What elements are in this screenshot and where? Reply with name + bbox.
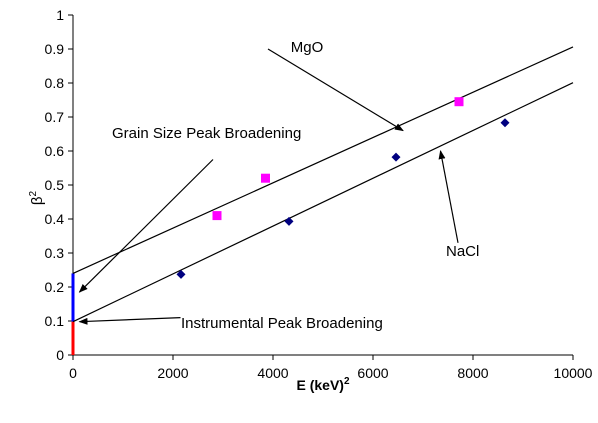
x-tick-label: 10000: [554, 365, 593, 381]
annotation-arrow-grain: [78, 159, 214, 293]
fit-line-mgo: [72, 46, 574, 274]
annotations: MgO NaCl Grain Size Peak Broadening Inst…: [78, 39, 479, 332]
x-tick-label: 0: [69, 365, 77, 381]
annotation-arrow-instrumental: [78, 317, 181, 325]
fit-lines: [72, 46, 574, 323]
annotation-arrow-mgo: [267, 48, 404, 132]
annotation-grain-size-label: Grain Size Peak Broadening: [112, 125, 301, 142]
x-tick-label: 6000: [357, 365, 388, 381]
y-tick-label: 0.8: [45, 75, 65, 91]
y-tick-label: 0.2: [45, 279, 65, 295]
axes: 0 0.1 0.2 0.3 0.4 0.5 0.6 0.7 0.8 0.9 1 0 2000 4000 6…: [45, 7, 593, 381]
y-tick-label: 0.6: [45, 143, 65, 159]
point-nacl: [284, 216, 294, 226]
data-points: [176, 97, 510, 279]
annotation-mgo-label: MgO: [291, 39, 324, 56]
y-tick-label: 0.7: [45, 109, 65, 125]
y-ticks: 0 0.1 0.2 0.3 0.4 0.5 0.6 0.7 0.8 0.9 1: [45, 7, 73, 363]
fit-line-nacl: [72, 82, 574, 323]
point-nacl: [391, 152, 401, 162]
x-axis-title: E (keV)2: [296, 376, 349, 393]
point-nacl: [176, 269, 186, 279]
y-tick-label: 0.9: [45, 41, 65, 57]
y-tick-label: 0.1: [45, 313, 65, 329]
x-tick-label: 2000: [157, 365, 188, 381]
annotation-arrows: [78, 48, 459, 325]
x-tick-label: 4000: [257, 365, 288, 381]
x-tick-label: 8000: [457, 365, 488, 381]
annotation-arrow-nacl: [438, 150, 459, 243]
y-tick-label: 0: [56, 347, 64, 363]
y-tick-label: 1: [56, 7, 64, 23]
y-tick-label: 0.5: [45, 177, 65, 193]
x-ticks: 0 2000 4000 6000 8000 10000: [69, 355, 593, 381]
y-axis-title: β2: [28, 190, 46, 205]
point-mgo: [454, 97, 464, 107]
point-nacl: [500, 118, 510, 128]
y-tick-label: 0.3: [45, 245, 65, 261]
annotation-instrumental-label: Instrumental Peak Broadening: [181, 315, 383, 332]
annotation-nacl-label: NaCl: [446, 243, 479, 260]
point-mgo: [212, 211, 222, 221]
y-tick-label: 0.4: [45, 211, 65, 227]
point-mgo: [261, 173, 270, 183]
